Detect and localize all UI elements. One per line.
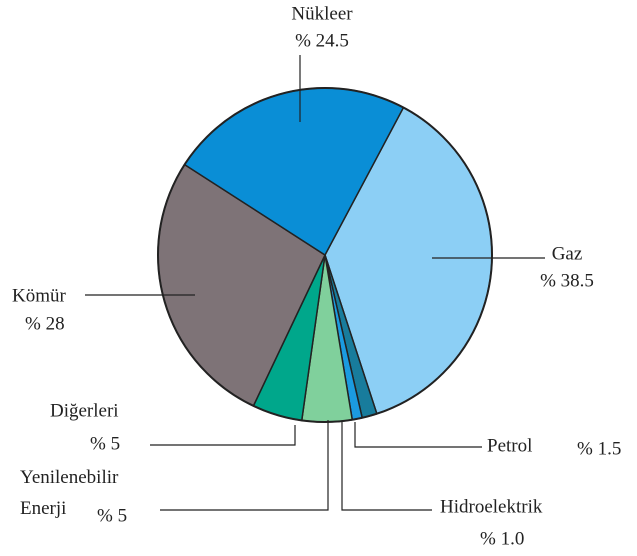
category-label: Gaz	[552, 243, 583, 264]
leader-line	[354, 422, 482, 448]
leader-line	[341, 422, 432, 511]
value-label: % 28	[25, 313, 65, 334]
category-label: Hidroelektrik	[440, 496, 543, 517]
leader-line	[160, 420, 329, 511]
category-label: Yenilenebilir Enerji	[20, 467, 119, 519]
value-label: % 24.5	[295, 30, 349, 51]
value-label: % 1.0	[480, 528, 524, 549]
pie-outline	[157, 87, 493, 423]
value-label: % 38.5	[540, 270, 594, 291]
value-label: % 5	[90, 433, 120, 454]
category-label: Diğerleri	[50, 400, 119, 421]
category-label: Nükleer	[291, 3, 353, 24]
value-label: % 1.5	[577, 438, 621, 459]
category-label: Petrol	[487, 435, 532, 456]
leader-line	[150, 425, 296, 446]
category-label: Kömür	[12, 285, 67, 306]
value-label: % 5	[97, 505, 127, 526]
